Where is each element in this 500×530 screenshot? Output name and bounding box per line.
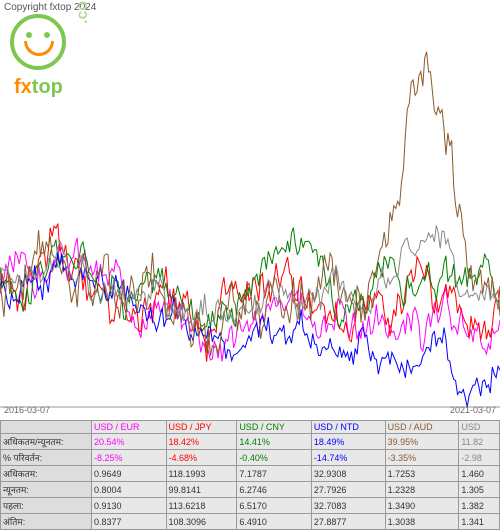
table-cell: 18.42% (166, 434, 237, 450)
table-row-label: अधिकतम/न्यूनतम: (1, 434, 92, 450)
table-cell: -4.68% (166, 450, 237, 466)
table-row-label: % परिवर्तन: (1, 450, 92, 466)
table-cell: 32.9308 (311, 466, 385, 482)
table-cell: 20.54% (92, 434, 167, 450)
table-row-label: अंतिम: (1, 514, 92, 530)
table-cell: 7.1787 (237, 466, 312, 482)
currency-chart (0, 8, 500, 408)
table-cell: 39.95% (385, 434, 459, 450)
table-row-label: अधिकतम: (1, 466, 92, 482)
table-cell: 6.2746 (237, 482, 312, 498)
series-usd-cny (0, 228, 500, 331)
table-cell: 1.305 (459, 482, 500, 498)
table-cell: -3.35% (385, 450, 459, 466)
table-cell: 27.7926 (311, 482, 385, 498)
table-cell: 18.49% (311, 434, 385, 450)
table-cell: 27.8877 (311, 514, 385, 530)
table-cell: 108.3096 (166, 514, 237, 530)
table-header: USD / NTD (311, 421, 385, 434)
table-cell: -14.74% (311, 450, 385, 466)
table-cell: -0.40% (237, 450, 312, 466)
series-usd-aud (0, 52, 500, 356)
table-cell: 1.2328 (385, 482, 459, 498)
stats-table: USD / EURUSD / JPYUSD / CNYUSD / NTDUSD … (0, 420, 500, 530)
table-header: USD / CNY (237, 421, 312, 434)
table-header: USD (459, 421, 500, 434)
table-corner (1, 421, 92, 434)
table-cell: 0.8377 (92, 514, 167, 530)
table-cell: 118.1993 (166, 466, 237, 482)
table-header: USD / AUD (385, 421, 459, 434)
table-cell: 0.8004 (92, 482, 167, 498)
table-cell: -8.25% (92, 450, 167, 466)
table-cell: 1.341 (459, 514, 500, 530)
x-start-label: 2016-03-07 (4, 405, 50, 415)
table-cell: -2.98 (459, 450, 500, 466)
table-cell: 14.41% (237, 434, 312, 450)
table-row-label: न्यूनतम: (1, 482, 92, 498)
table-header: USD / EUR (92, 421, 167, 434)
table-cell: 1.7253 (385, 466, 459, 482)
table-cell: 1.3038 (385, 514, 459, 530)
x-end-label: 2021-03-07 (450, 405, 496, 415)
table-header: USD / JPY (166, 421, 237, 434)
table-cell: 11.82 (459, 434, 500, 450)
table-cell: 1.460 (459, 466, 500, 482)
table-cell: 6.4910 (237, 514, 312, 530)
table-cell: 99.8141 (166, 482, 237, 498)
table-cell: 0.9649 (92, 466, 167, 482)
